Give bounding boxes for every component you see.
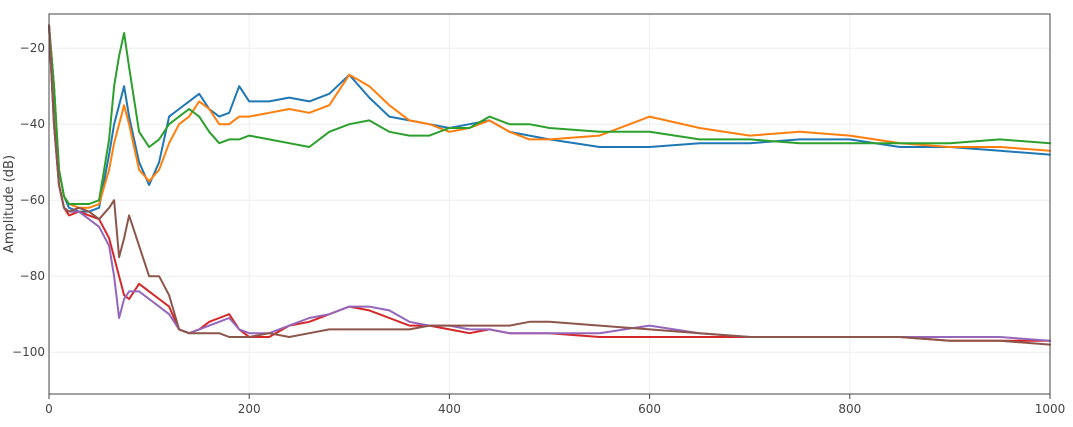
y-tick-label: −40 (20, 117, 45, 131)
x-tick-label: 0 (45, 402, 53, 416)
series-line-2 (48, 24, 1051, 209)
x-tick-label: 400 (438, 402, 461, 416)
series-line-4 (48, 24, 1051, 342)
x-tick-label: 1000 (1035, 402, 1066, 416)
y-tick-label: −60 (20, 193, 45, 207)
series-line-1 (48, 24, 1051, 213)
y-tick-label: −20 (20, 41, 45, 55)
y-tick-label: −100 (12, 345, 45, 359)
x-tick-label: 600 (638, 402, 661, 416)
y-axis-title: Amplitude (dB) (2, 155, 17, 253)
y-tick-label: −80 (20, 269, 45, 283)
axis-ticks: 0 200 400 600 800 1000 −100 −80 −60 −40 −20 (12, 41, 1065, 416)
series-line-6 (48, 24, 1051, 346)
x-tick-label: 800 (838, 402, 861, 416)
x-tick-label: 200 (238, 402, 261, 416)
series-line-5 (48, 24, 1051, 342)
series-lines (48, 24, 1051, 346)
series-line-3 (48, 24, 1051, 205)
plot-frame (48, 13, 1051, 395)
